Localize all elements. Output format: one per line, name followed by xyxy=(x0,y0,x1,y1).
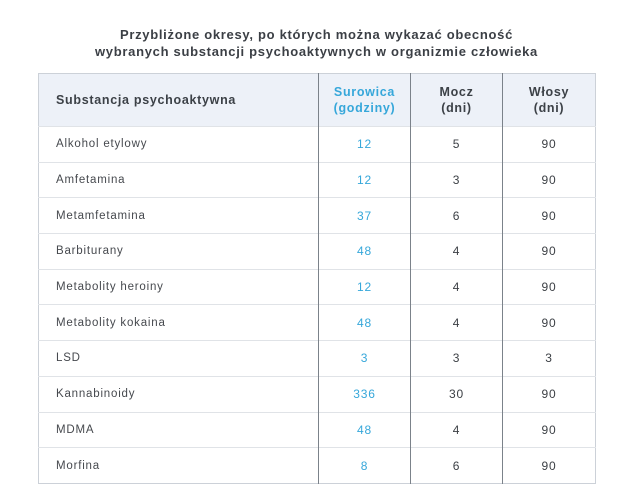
urine-cell: 6 xyxy=(410,197,503,234)
serum-cell: 336 xyxy=(318,375,411,412)
table-row: Metamfetamina 37 6 90 xyxy=(38,197,596,234)
urine-cell: 5 xyxy=(410,126,503,163)
col-header-hair-unit: (dni) xyxy=(533,101,565,115)
serum-cell: 48 xyxy=(318,304,411,341)
col-header-serum-label: Surowica xyxy=(333,85,396,99)
urine-cell: 4 xyxy=(410,233,503,270)
hair-cell: 90 xyxy=(502,233,596,270)
substance-cell: Barbiturany xyxy=(38,233,319,270)
table-row: Alkohol etylowy 12 5 90 xyxy=(38,126,596,163)
hair-cell: 90 xyxy=(502,161,596,198)
urine-cell: 6 xyxy=(410,447,503,484)
serum-cell: 48 xyxy=(318,233,411,270)
table-row: MDMA 48 4 90 xyxy=(38,411,596,448)
hair-cell: 90 xyxy=(502,375,596,412)
page-title-line-2: wybranych substancji psychoaktywnych w o… xyxy=(95,44,538,59)
urine-cell: 3 xyxy=(410,340,503,377)
urine-cell: 3 xyxy=(410,161,503,198)
hair-cell: 90 xyxy=(502,197,596,234)
table-row: Kannabinoidy 336 30 90 xyxy=(38,375,596,412)
hair-cell: 90 xyxy=(502,304,596,341)
urine-cell: 4 xyxy=(410,304,503,341)
serum-cell: 37 xyxy=(318,197,411,234)
urine-cell: 4 xyxy=(410,268,503,305)
substance-cell: Morfina xyxy=(38,447,319,484)
col-header-hair-label: Włosy xyxy=(528,85,570,99)
table-row: Metabolity kokaina 48 4 90 xyxy=(38,304,596,341)
serum-cell: 48 xyxy=(318,411,411,448)
hair-cell: 90 xyxy=(502,126,596,163)
col-header-urine-label: Mocz xyxy=(439,85,474,99)
substance-cell: Metabolity kokaina xyxy=(38,304,319,341)
serum-cell: 3 xyxy=(318,340,411,377)
table-row: Metabolity heroiny 12 4 90 xyxy=(38,268,596,305)
substance-cell: Metamfetamina xyxy=(38,197,319,234)
table-row: Amfetamina 12 3 90 xyxy=(38,161,596,198)
table-body: Alkohol etylowy 12 5 90 Amfetamina 12 3 … xyxy=(38,126,596,484)
col-header-serum-unit: (godziny) xyxy=(333,101,396,115)
substance-cell: Amfetamina xyxy=(38,161,319,198)
hair-cell: 3 xyxy=(502,340,596,377)
substance-cell: Metabolity heroiny xyxy=(38,268,319,305)
col-header-hair: Włosy (dni) xyxy=(502,73,596,127)
header-row: Substancja psychoaktywna Surowica (godzi… xyxy=(38,73,596,127)
serum-cell: 12 xyxy=(318,126,411,163)
substance-cell: MDMA xyxy=(38,411,319,448)
substance-detection-table: Substancja psychoaktywna Surowica (godzi… xyxy=(38,73,596,484)
table-row: Barbiturany 48 4 90 xyxy=(38,233,596,270)
serum-cell: 8 xyxy=(318,447,411,484)
substance-cell: Alkohol etylowy xyxy=(38,126,319,163)
serum-cell: 12 xyxy=(318,161,411,198)
page-title: Przybliżone okresy, po których można wyk… xyxy=(38,26,595,60)
urine-cell: 30 xyxy=(410,375,503,412)
table-row: LSD 3 3 3 xyxy=(38,340,596,377)
hair-cell: 90 xyxy=(502,411,596,448)
col-header-substance: Substancja psychoaktywna xyxy=(38,73,319,127)
hair-cell: 90 xyxy=(502,268,596,305)
hair-cell: 90 xyxy=(502,447,596,484)
col-header-urine: Mocz (dni) xyxy=(410,73,503,127)
col-header-substance-label: Substancja psychoaktywna xyxy=(56,93,237,107)
col-header-urine-unit: (dni) xyxy=(441,101,472,115)
urine-cell: 4 xyxy=(410,411,503,448)
substance-cell: Kannabinoidy xyxy=(38,375,319,412)
table-header: Substancja psychoaktywna Surowica (godzi… xyxy=(38,73,596,127)
page-title-line-1: Przybliżone okresy, po których można wyk… xyxy=(119,27,514,42)
serum-cell: 12 xyxy=(318,268,411,305)
table-row: Morfina 8 6 90 xyxy=(38,447,596,484)
substance-cell: LSD xyxy=(38,340,319,377)
col-header-serum: Surowica (godziny) xyxy=(318,73,411,127)
